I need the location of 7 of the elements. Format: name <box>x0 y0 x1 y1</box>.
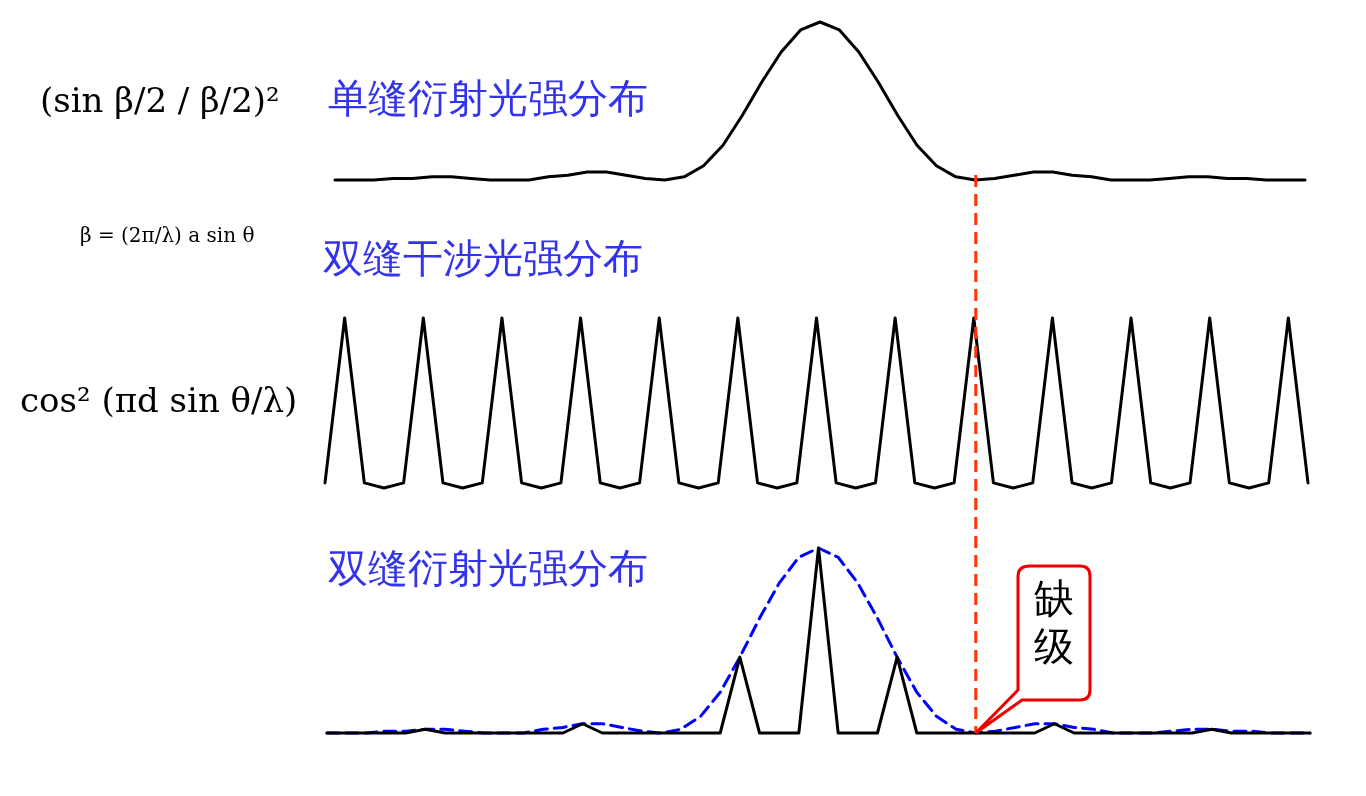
chart-title: 双缝衍射光强分布 <box>328 545 648 591</box>
text: β = (2π/λ) a sin θ <box>80 223 255 247</box>
chart-title: 双缝干涉光强分布 <box>323 235 643 281</box>
text: cos² (πd sin θ/λ) <box>20 380 298 420</box>
text: 单缝衍射光强分布 <box>328 75 648 121</box>
annotation: 缺级 <box>1034 575 1074 669</box>
text: (sin β/2 / β/2)² <box>40 80 280 120</box>
